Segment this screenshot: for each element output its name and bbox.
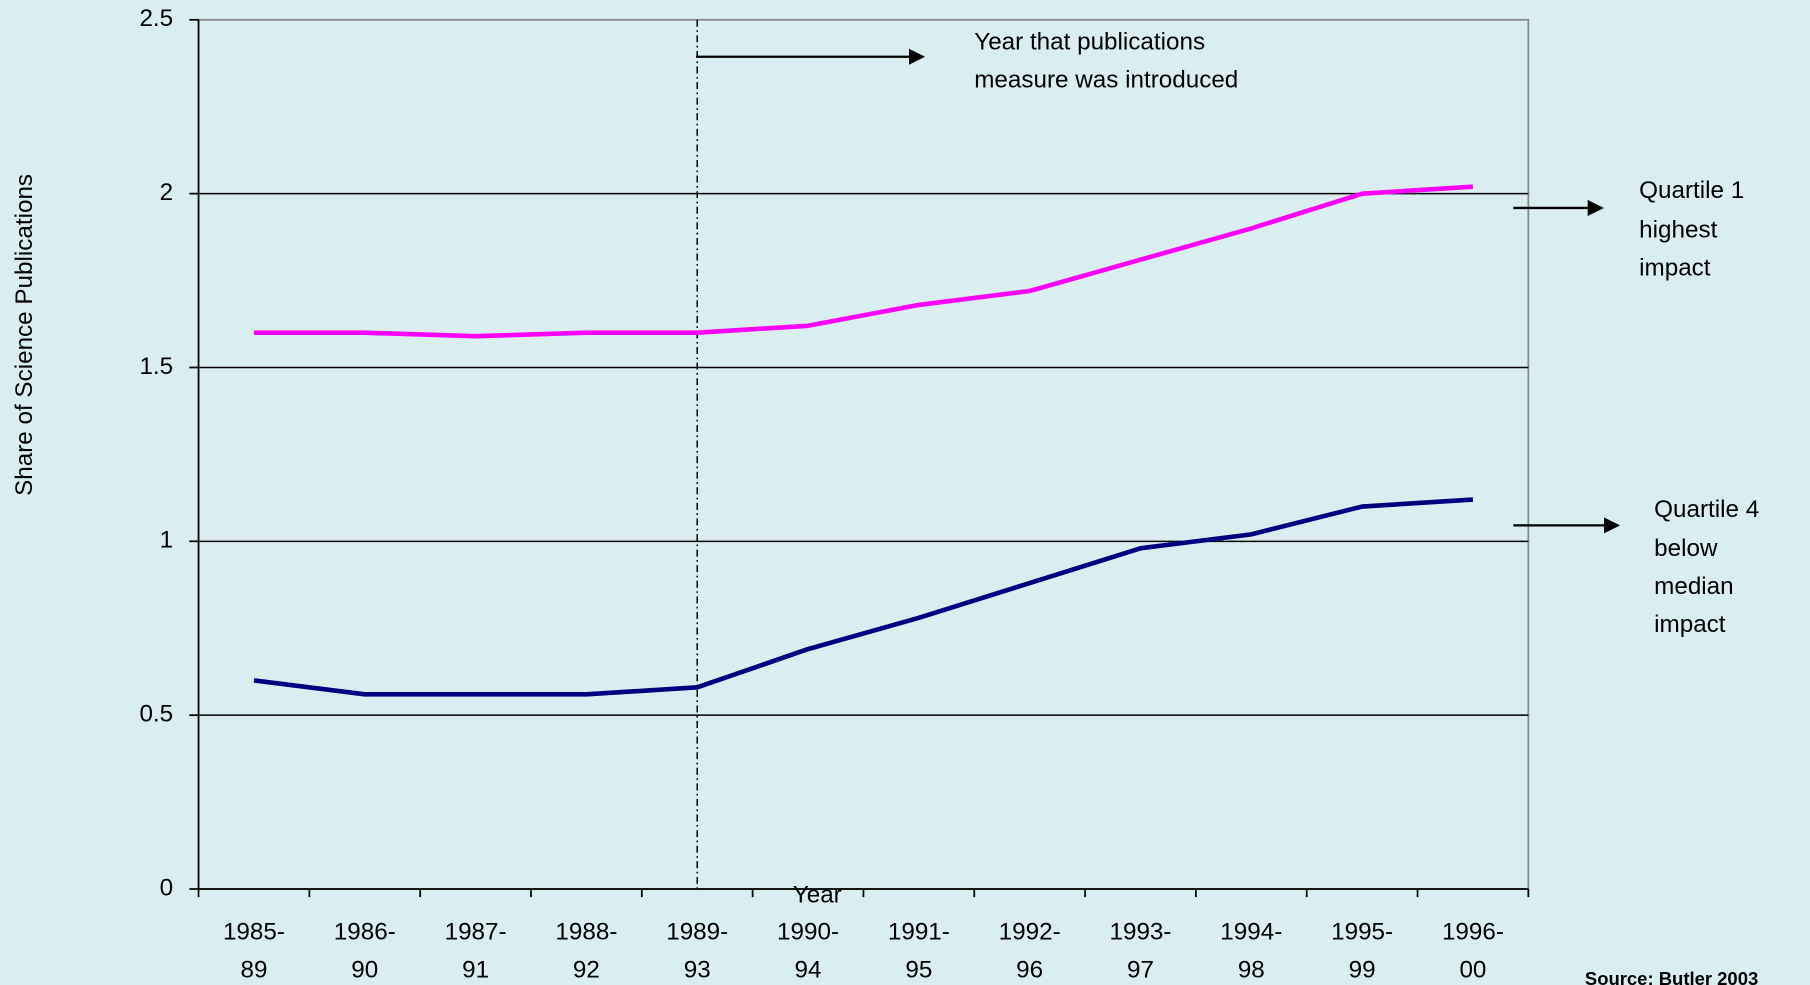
y-tick-label: 1 [160,527,173,554]
y-tick-label: 1.5 [139,353,173,380]
x-tick-label: 1995- [1331,918,1393,945]
x-tick-label: 91 [462,956,489,983]
x-tick-label: 94 [795,956,822,983]
y-axis-label: Share of Science Publications [11,174,38,496]
x-tick-label: 89 [240,956,267,983]
x-tick-label: 98 [1238,956,1265,983]
x-tick-label: 1987- [445,918,507,945]
x-tick-label: 96 [1016,956,1043,983]
x-tick-label: 1991- [888,918,950,945]
x-tick-label: 92 [573,956,600,983]
x-tick-label: 1988- [555,918,617,945]
y-tick-label: 0.5 [139,701,173,728]
annotation: measure was introduced [974,66,1238,93]
x-tick-label: 1989- [666,918,728,945]
x-tick-label: 90 [351,956,378,983]
x-tick-label: 1985- [223,918,285,945]
x-tick-label: 1994- [1220,918,1282,945]
x-tick-label: 97 [1127,956,1154,983]
source: Source: Butler 2003 [1585,968,1758,985]
annotation: impact [1654,611,1726,638]
x-tick-label: 1986- [334,918,396,945]
y-tick-label: 2 [160,179,173,206]
annotation: below [1654,535,1718,562]
x-tick-label: 93 [684,956,711,983]
x-tick-label: 1996- [1442,918,1504,945]
annotation: impact [1639,255,1711,282]
x-tick-label: 00 [1459,956,1486,983]
series-line [253,497,1474,697]
x-tick-label: 1992- [999,918,1061,945]
annotation: highest [1639,216,1717,243]
annotation: Quartile 4 [1654,496,1759,523]
annotation: Year that publications [974,28,1205,55]
x-tick-label: 1990- [777,918,839,945]
series-line [253,184,1474,339]
x-tick-label: 95 [905,956,932,983]
y-tick-label: 2.5 [139,5,173,32]
x-tick-label: 99 [1349,956,1376,983]
x-axis-label: Year [793,881,842,908]
annotation: median [1654,573,1733,600]
annotation: Quartile 1 [1639,177,1744,204]
y-tick-label: 0 [160,874,173,901]
x-tick-label: 1993- [1109,918,1171,945]
